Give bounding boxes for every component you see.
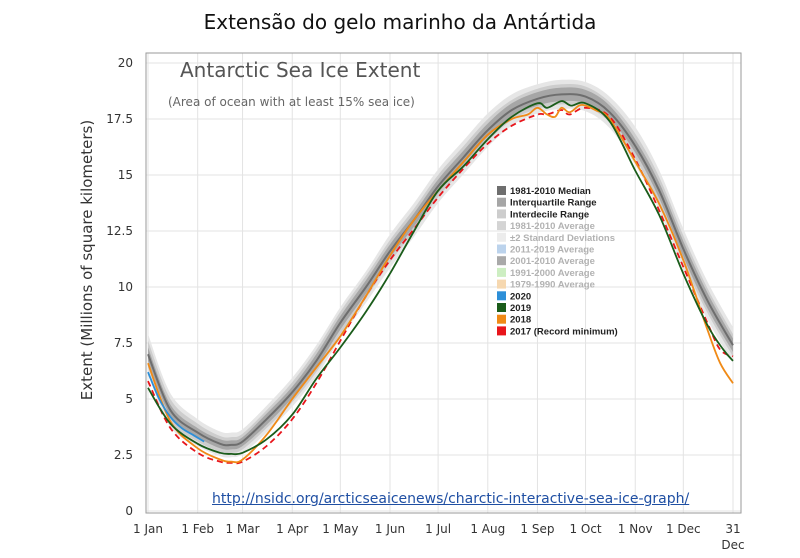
x-tick-labels: 1 Jan 1 Feb 1 Mar 1 Apr 1 May 1 Jun 1 Jul 1 Aug… <box>133 522 745 552</box>
legend-swatch <box>497 244 506 254</box>
chart-subtitle: (Area of ocean with at least 15% sea ice… <box>168 95 415 109</box>
y-tick-label: 12.5 <box>106 224 133 238</box>
legend-swatch <box>497 314 506 324</box>
legend-label: Interquartile Range <box>510 198 597 209</box>
legend-label: 2011-2019 Average <box>510 245 594 256</box>
legend-label: 2001-2010 Average <box>510 256 595 267</box>
legend-swatch <box>497 303 506 312</box>
x-tick-label: 31 <box>725 522 740 536</box>
series-line-2018 <box>147 103 734 464</box>
x-tick-label: 1 Oct <box>569 522 601 536</box>
legend-swatch <box>497 197 506 207</box>
y-tick-label: 17.5 <box>106 112 133 126</box>
x-tick-label: 1 Jan <box>133 522 163 536</box>
legend-swatch <box>497 267 506 277</box>
median-line <box>147 93 734 447</box>
x-tick-label: 1 Mar <box>226 522 260 536</box>
y-tick-labels: 0 2.5 5 7.5 10 12.5 15 17.5 20 <box>106 56 133 518</box>
page-heading: Extensão do gelo marinho da Antártida <box>203 10 597 34</box>
series-line-2019 <box>147 100 734 456</box>
x-tick-label: 1 Feb <box>181 522 214 536</box>
legend-label: 1981-2010 Median <box>510 186 591 197</box>
legend-label: 2018 <box>510 315 531 326</box>
y-tick-label: 10 <box>118 280 133 294</box>
legend-label: 2017 (Record minimum) <box>510 326 618 337</box>
legend-label: 2020 <box>510 291 531 302</box>
source-link[interactable]: http://nsidc.org/arcticseaicenews/charct… <box>212 491 690 507</box>
legend-label: 1991-2000 Average <box>510 268 595 279</box>
x-tick-label: 1 Jun <box>375 522 405 536</box>
band-layer <box>147 79 734 458</box>
legend-swatch <box>497 326 506 336</box>
legend-label: 2019 <box>510 303 531 314</box>
legend-label: 1979-1990 Average <box>510 280 595 291</box>
series-line-2020 <box>147 371 205 443</box>
x-tick-label: 1 Apr <box>276 522 308 536</box>
legend-swatch <box>497 291 506 301</box>
legend-swatch <box>497 209 506 219</box>
legend-label: ±2 Standard Deviations <box>510 233 615 244</box>
y-tick-label: 15 <box>118 168 133 182</box>
legend-label: Interdecile Range <box>510 209 589 220</box>
chart-title: Antarctic Sea Ice Extent <box>180 58 420 82</box>
x-tick-label: 1 May <box>322 522 358 536</box>
legend-swatch <box>497 256 506 266</box>
y-tick-label: 20 <box>118 56 133 70</box>
legend-swatch <box>497 186 506 195</box>
y-tick-label: 7.5 <box>114 336 133 350</box>
x-tick-sublabel: Dec <box>721 538 744 552</box>
legend-swatch <box>497 221 506 231</box>
legend-label: 1981-2010 Average <box>510 221 595 232</box>
y-tick-label: 5 <box>125 392 133 406</box>
interdecile-band <box>148 84 733 454</box>
x-tick-label: 1 Dec <box>666 522 701 536</box>
y-tick-label: 0 <box>125 504 133 518</box>
legend-swatch <box>497 279 506 289</box>
legend-swatch <box>497 232 506 242</box>
y-axis-label: Extent (Millions of square kilometers) <box>78 120 96 400</box>
plot-frame <box>145 52 742 514</box>
x-tick-label: 1 Aug <box>470 522 505 536</box>
interquartile-band <box>148 87 733 450</box>
series-layer <box>147 100 734 465</box>
std-dev-band <box>148 79 733 458</box>
x-tick-label: 1 Sep <box>520 522 554 536</box>
x-tick-label: 1 Nov <box>618 522 653 536</box>
x-tick-label: 1 Jul <box>425 522 451 536</box>
y-tick-label: 2.5 <box>114 448 133 462</box>
